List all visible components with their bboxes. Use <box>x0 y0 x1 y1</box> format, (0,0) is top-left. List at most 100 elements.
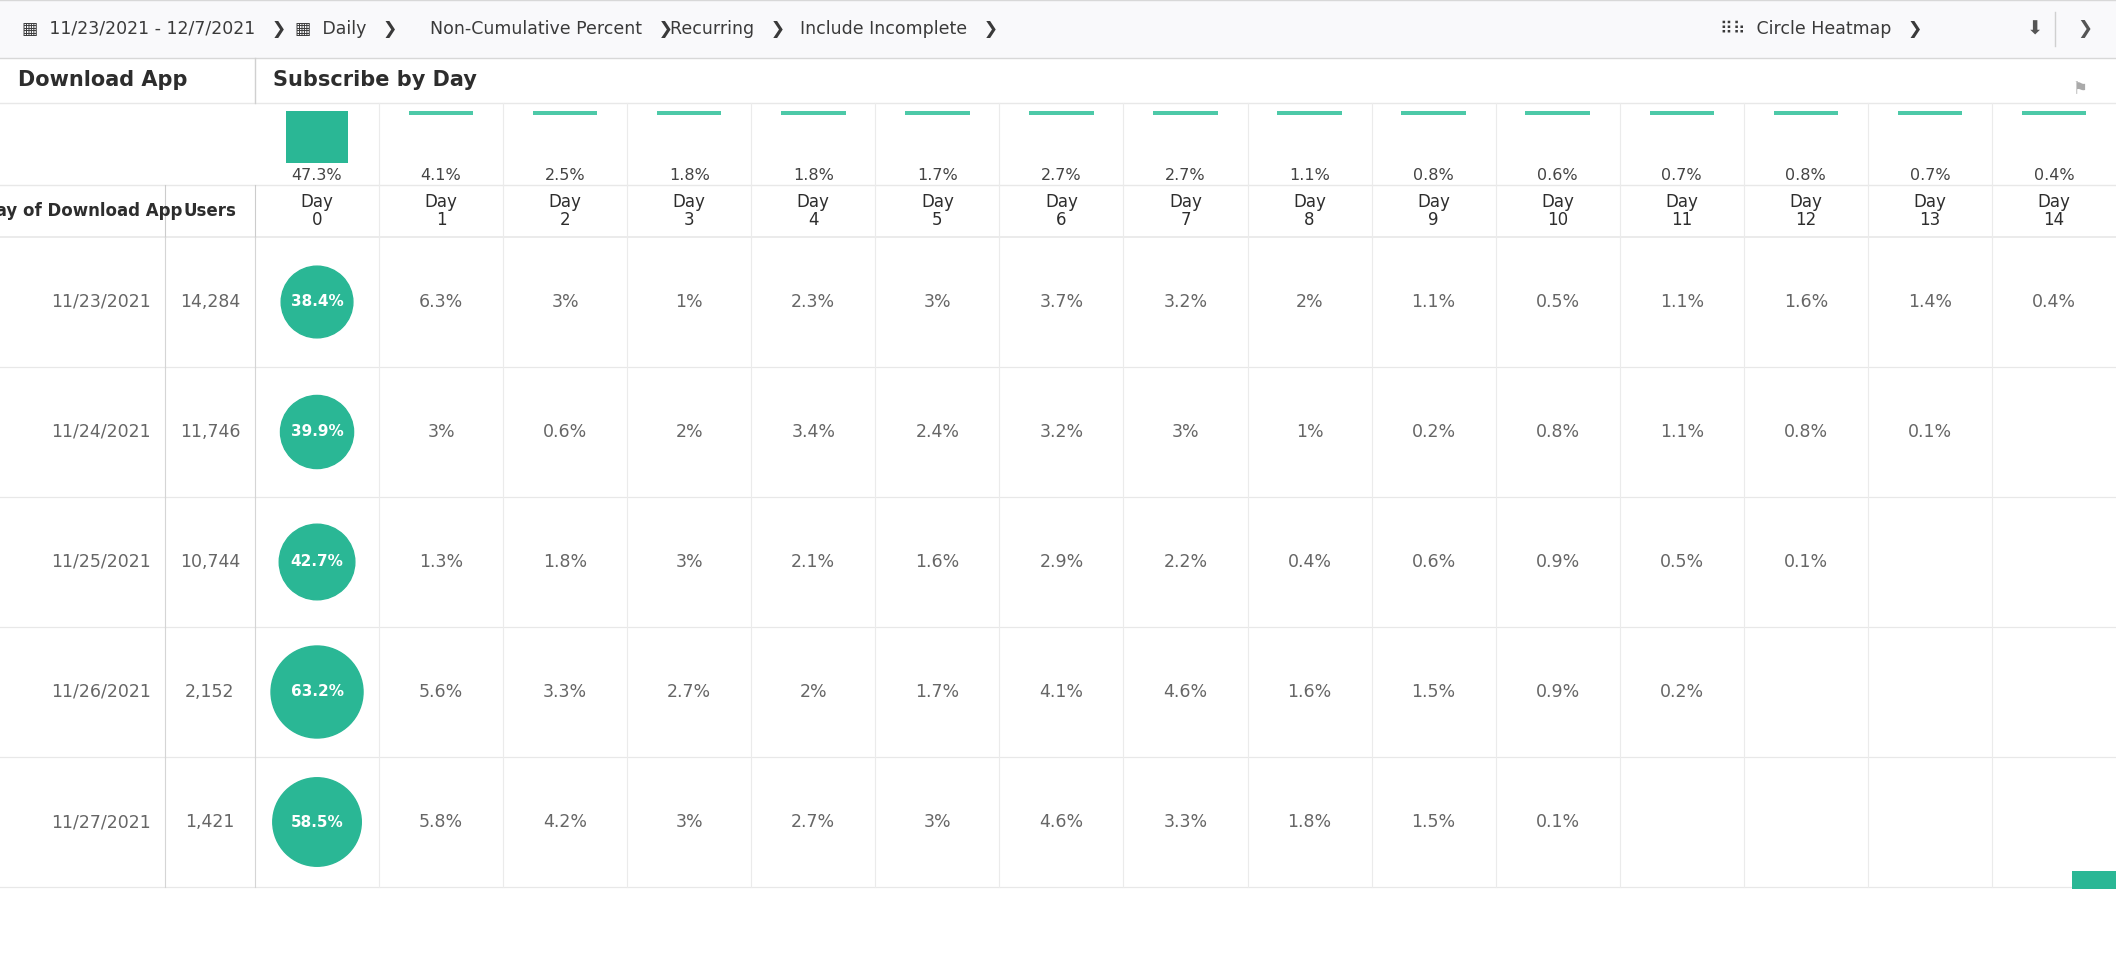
Text: Day of Download App: Day of Download App <box>0 202 182 220</box>
Text: 0.4%: 0.4% <box>2031 293 2076 311</box>
Text: 1%: 1% <box>1295 423 1322 441</box>
Bar <box>906 111 969 116</box>
Text: 1.3%: 1.3% <box>419 553 463 571</box>
Text: ⠿⠷  Circle Heatmap   ❯: ⠿⠷ Circle Heatmap ❯ <box>1720 20 1921 38</box>
Text: 0.6%: 0.6% <box>1538 168 1579 183</box>
Text: 3.2%: 3.2% <box>1164 293 1208 311</box>
Text: 1.7%: 1.7% <box>916 683 959 701</box>
Text: 2.7%: 2.7% <box>791 813 836 831</box>
Text: ▦  11/23/2021 - 12/7/2021   ❯: ▦ 11/23/2021 - 12/7/2021 ❯ <box>21 20 286 38</box>
Text: 3%: 3% <box>1172 423 1200 441</box>
Text: 3.4%: 3.4% <box>791 423 836 441</box>
Bar <box>0 237 2116 367</box>
Text: 47.3%: 47.3% <box>292 168 343 183</box>
Text: Download App: Download App <box>19 71 188 90</box>
Text: 1.6%: 1.6% <box>1287 683 1331 701</box>
Text: 11,746: 11,746 <box>180 423 241 441</box>
Text: 0.4%: 0.4% <box>1287 553 1331 571</box>
Text: 0.9%: 0.9% <box>1536 553 1581 571</box>
Text: 2%: 2% <box>675 423 703 441</box>
Text: 1.4%: 1.4% <box>1909 293 1951 311</box>
Text: 2.7%: 2.7% <box>1166 168 1206 183</box>
Text: 14: 14 <box>2044 211 2065 229</box>
Bar <box>2021 111 2086 116</box>
Text: 2.5%: 2.5% <box>544 168 586 183</box>
Text: 0.8%: 0.8% <box>1413 168 1454 183</box>
Text: Include Incomplete   ❯: Include Incomplete ❯ <box>800 20 999 38</box>
Text: 1: 1 <box>436 211 446 229</box>
Text: Recurring   ❯: Recurring ❯ <box>671 20 785 38</box>
Text: 2.4%: 2.4% <box>916 423 959 441</box>
Bar <box>1650 111 1714 116</box>
Bar <box>0 497 2116 627</box>
Text: 3.7%: 3.7% <box>1039 293 1083 311</box>
Text: 1.8%: 1.8% <box>1287 813 1331 831</box>
Text: 0.5%: 0.5% <box>1536 293 1581 311</box>
Text: 2: 2 <box>561 211 571 229</box>
Text: Day: Day <box>1790 193 1822 211</box>
Text: 0.6%: 0.6% <box>1411 553 1456 571</box>
Text: 0.6%: 0.6% <box>544 423 588 441</box>
Text: 0.1%: 0.1% <box>1784 553 1828 571</box>
Text: Day: Day <box>1665 193 1699 211</box>
Text: 2.2%: 2.2% <box>1164 553 1208 571</box>
Text: 13: 13 <box>1919 211 1940 229</box>
Text: 0.1%: 0.1% <box>1909 423 1951 441</box>
Text: 4.2%: 4.2% <box>544 813 586 831</box>
Text: 0.4%: 0.4% <box>2033 168 2074 183</box>
Bar <box>1153 111 1217 116</box>
Text: 0.8%: 0.8% <box>1784 423 1828 441</box>
Text: 2,152: 2,152 <box>186 683 235 701</box>
Text: 0.1%: 0.1% <box>1536 813 1581 831</box>
Text: 1.7%: 1.7% <box>916 168 959 183</box>
Text: Day: Day <box>425 193 457 211</box>
Bar <box>1898 111 1962 116</box>
Text: 5.6%: 5.6% <box>419 683 463 701</box>
Text: Day: Day <box>673 193 705 211</box>
Text: 38.4%: 38.4% <box>290 295 343 310</box>
Text: 3%: 3% <box>675 553 703 571</box>
Text: 8: 8 <box>1303 211 1314 229</box>
Bar <box>1278 111 1342 116</box>
Bar <box>1401 111 1466 116</box>
Text: 1.6%: 1.6% <box>916 553 959 571</box>
Text: Day: Day <box>1418 193 1449 211</box>
Text: 3%: 3% <box>923 813 952 831</box>
Circle shape <box>273 778 362 866</box>
Text: 2.7%: 2.7% <box>1041 168 1081 183</box>
Text: 0.9%: 0.9% <box>1536 683 1581 701</box>
Text: 3.3%: 3.3% <box>1164 813 1208 831</box>
Text: 6: 6 <box>1056 211 1066 229</box>
Bar <box>0 367 2116 497</box>
Text: 1.1%: 1.1% <box>1289 168 1331 183</box>
Text: 11/27/2021: 11/27/2021 <box>51 813 150 831</box>
Bar <box>0 103 2116 185</box>
Text: 10: 10 <box>1547 211 1568 229</box>
Text: 42.7%: 42.7% <box>290 555 343 569</box>
Text: 5.8%: 5.8% <box>419 813 463 831</box>
Text: 4: 4 <box>808 211 819 229</box>
Bar <box>0 185 2116 237</box>
Text: 10,744: 10,744 <box>180 553 239 571</box>
Text: 1.8%: 1.8% <box>669 168 709 183</box>
Text: 2%: 2% <box>800 683 827 701</box>
Circle shape <box>271 646 364 738</box>
Text: 1.6%: 1.6% <box>1784 293 1828 311</box>
Text: 58.5%: 58.5% <box>290 814 343 829</box>
Text: 0.8%: 0.8% <box>1786 168 1826 183</box>
Bar <box>1526 111 1589 116</box>
Text: 3.3%: 3.3% <box>544 683 588 701</box>
Text: ⬇: ⬇ <box>2027 20 2044 38</box>
Text: Day: Day <box>798 193 829 211</box>
Text: 1%: 1% <box>675 293 703 311</box>
Text: 7: 7 <box>1181 211 1191 229</box>
Text: 2.9%: 2.9% <box>1039 553 1083 571</box>
Bar <box>0 757 2116 887</box>
Text: 12: 12 <box>1794 211 1816 229</box>
Text: 1.1%: 1.1% <box>1659 423 1703 441</box>
Text: 63.2%: 63.2% <box>290 684 343 700</box>
Text: 11: 11 <box>1672 211 1693 229</box>
Text: 4.1%: 4.1% <box>421 168 461 183</box>
Text: ⚑: ⚑ <box>2072 80 2088 98</box>
Text: Day: Day <box>2038 193 2069 211</box>
